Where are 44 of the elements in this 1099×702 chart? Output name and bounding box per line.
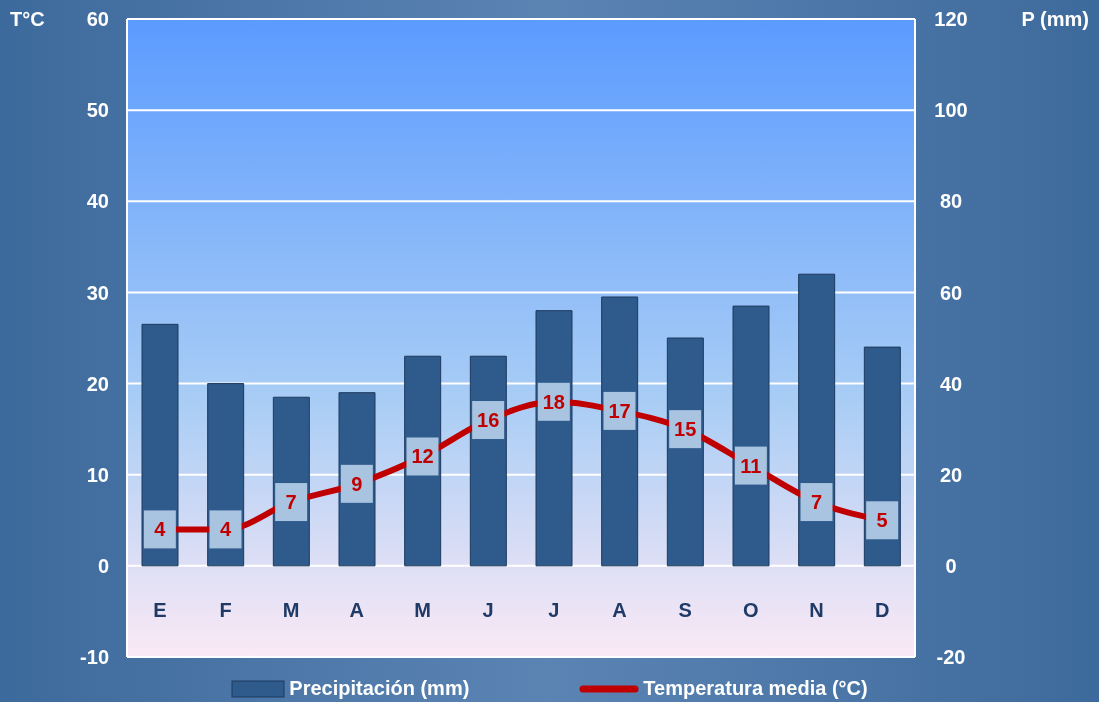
data-label: 18 xyxy=(542,390,565,413)
x-tick-label: E xyxy=(153,599,167,621)
y2-axis-title: P (mm) xyxy=(1021,8,1089,31)
y2-tick-label: 0 xyxy=(945,554,957,577)
y-axis-title: T°C xyxy=(10,8,45,31)
y2-tick-label: 100 xyxy=(934,99,968,122)
x-tick-label: F xyxy=(219,599,232,621)
data-label: 16 xyxy=(477,409,500,432)
data-label: 7 xyxy=(810,491,823,514)
data-label: 4 xyxy=(219,518,232,541)
legend-label: Precipitación (mm) xyxy=(289,677,470,700)
y-tick-label: 40 xyxy=(86,190,109,213)
legend-label: Temperatura media (°C) xyxy=(643,677,868,700)
y-tick-label: 50 xyxy=(86,99,109,122)
x-tick-label: D xyxy=(874,599,890,621)
data-label: 11 xyxy=(740,454,762,477)
y-tick-label: 30 xyxy=(86,281,109,304)
data-label: 9 xyxy=(351,472,363,495)
x-tick-label: N xyxy=(809,599,824,621)
data-label: 4 xyxy=(154,518,167,541)
y2-tick-label: 40 xyxy=(939,372,963,395)
data-label: 17 xyxy=(608,399,631,422)
x-tick-label: A xyxy=(349,599,365,621)
x-tick-label: S xyxy=(678,599,692,621)
data-label: 12 xyxy=(411,445,434,468)
y2-tick-label: 20 xyxy=(939,463,963,486)
y2-tick-label: -20 xyxy=(936,646,966,669)
y-tick-label: 10 xyxy=(86,463,109,486)
data-label: 5 xyxy=(876,509,888,532)
y2-tick-label: 60 xyxy=(939,281,963,304)
x-tick-label: M xyxy=(414,599,431,621)
x-tick-label: J xyxy=(482,599,494,621)
x-tick-label: O xyxy=(743,599,759,621)
y-tick-label: 0 xyxy=(97,554,109,577)
y-tick-label: 60 xyxy=(86,8,109,31)
y2-tick-label: 120 xyxy=(934,8,968,31)
y-tick-label: 20 xyxy=(86,372,109,395)
y-tick-label: -10 xyxy=(80,646,109,669)
y2-tick-label: 80 xyxy=(939,190,963,213)
x-tick-label: J xyxy=(548,599,560,621)
x-tick-label: A xyxy=(612,599,627,621)
data-label: 15 xyxy=(674,418,697,441)
data-label: 7 xyxy=(285,491,297,514)
x-tick-label: M xyxy=(282,599,300,621)
